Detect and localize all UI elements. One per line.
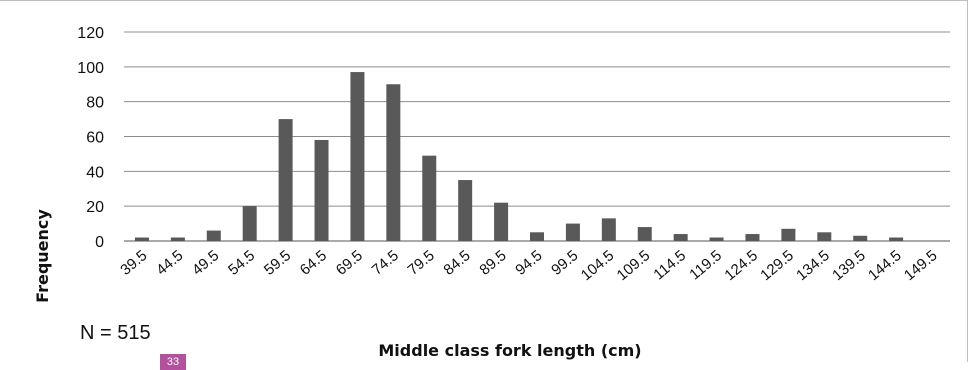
x-tick-label: 109.5 [614,247,654,284]
bar [781,228,796,241]
x-tick-label: 129.5 [757,247,797,284]
bar [745,234,760,241]
x-tick-label: 69.5 [333,247,366,279]
bar [673,234,688,241]
sample-size-annotation: N = 515 [80,322,151,344]
y-tick-label: 80 [86,95,104,112]
bar [350,72,365,241]
y-tick-label: 120 [77,25,104,42]
x-tick-label: 89.5 [476,247,509,279]
bar [422,155,437,241]
bar [278,119,293,241]
x-tick-label: 44.5 [153,247,186,279]
y-tick-labels: 0 20 40 60 80 100 120 [77,25,104,251]
x-tick-label: 94.5 [512,247,545,279]
bar [386,84,401,241]
bar [853,235,868,241]
x-tick-label: 84.5 [440,247,473,279]
bars [134,72,904,241]
chart-frame [0,0,968,362]
x-tick-label: 114.5 [650,247,689,283]
bar [709,237,724,241]
x-tick-label: 79.5 [405,247,438,279]
y-tick-label: 20 [86,199,104,216]
bar [314,139,329,241]
x-tick-label: 144.5 [865,247,905,284]
x-tick-label: 99.5 [548,247,581,279]
x-tick-label: 139.5 [829,247,869,284]
bar [242,206,257,241]
x-tick-label: 74.5 [369,247,402,279]
bar [134,237,149,241]
x-tick-label: 119.5 [686,247,725,283]
x-tick-label: 149.5 [901,247,941,284]
x-tick-labels: 39.5 44.5 49.5 54.5 59.5 64.5 69.5 74.5 79.5 84.5… [117,247,940,284]
y-tick-label: 100 [77,60,104,77]
x-tick-label: 124.5 [721,247,761,284]
bar [889,237,904,241]
y-axis-title: Frequency [33,209,52,303]
x-tick-label: 39.5 [117,247,150,279]
x-axis-title: Middle class fork length (cm) [378,341,641,360]
bar [530,232,544,241]
x-tick-label: 134.5 [793,247,833,284]
bar [601,218,616,241]
bar [206,230,221,241]
x-tick-label: 64.5 [297,247,330,279]
bar [494,202,509,241]
page-number-badge: 33 [160,354,186,370]
x-tick-label: 104.5 [578,247,618,284]
bar [458,180,473,241]
bar [817,232,832,241]
y-tick-label: 60 [86,130,104,147]
bar [637,227,652,241]
x-tick-label: 59.5 [261,247,294,279]
x-tick-label: 54.5 [225,247,258,279]
y-tick-label: 40 [86,164,104,181]
x-tick-label: 49.5 [189,247,222,279]
bar [565,223,580,241]
bar [170,237,185,241]
y-tick-label: 0 [95,234,104,251]
